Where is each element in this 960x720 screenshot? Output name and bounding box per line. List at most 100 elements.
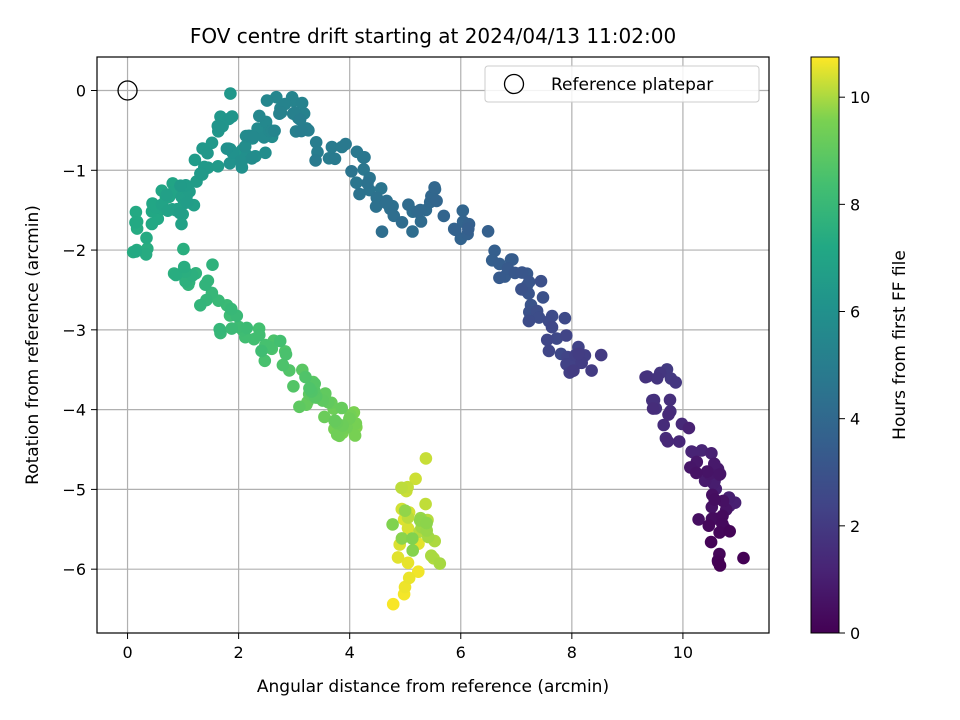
data-point [420, 516, 433, 530]
data-point [663, 393, 677, 407]
data-points [126, 87, 750, 611]
chart-title: FOV centre drift starting at 2024/04/13 … [190, 24, 676, 48]
data-point [662, 408, 675, 421]
data-point [374, 182, 388, 195]
data-point [350, 176, 363, 189]
colorbar-tick-label: 8 [850, 195, 860, 214]
data-point [188, 153, 202, 167]
y-tick-label: −1 [62, 161, 86, 180]
data-point [462, 222, 475, 236]
data-point [140, 231, 153, 245]
data-point [657, 418, 670, 432]
data-point [145, 217, 159, 231]
data-point [406, 544, 420, 557]
colorbar-tick-label: 2 [850, 517, 860, 536]
data-point [398, 504, 412, 517]
y-axis-label: Rotation from reference (arcmin) [23, 205, 43, 485]
data-point [325, 140, 339, 154]
data-point [567, 364, 580, 378]
data-point [713, 559, 727, 572]
x-tick-label: 4 [345, 643, 355, 662]
data-point [412, 565, 425, 578]
data-point [713, 526, 726, 539]
data-point [713, 468, 726, 481]
data-point [273, 334, 287, 348]
colorbar-tick-label: 0 [850, 624, 860, 643]
y-tick-label: −5 [62, 480, 86, 499]
data-point [174, 179, 187, 192]
data-point [425, 549, 438, 562]
colorbar-tick-label: 4 [850, 410, 860, 429]
data-point [129, 216, 142, 229]
data-point [238, 140, 252, 153]
data-point [205, 136, 219, 150]
data-point [700, 465, 714, 478]
data-point [328, 152, 342, 166]
data-point [375, 225, 389, 238]
y-tick-label: −2 [62, 241, 86, 260]
data-point [223, 157, 237, 170]
data-point [639, 370, 652, 384]
data-point [594, 348, 608, 362]
data-point [395, 532, 409, 545]
data-point [224, 87, 237, 100]
data-point [402, 198, 415, 211]
colorbar-tick-label: 10 [850, 88, 870, 107]
x-tick-label: 6 [456, 643, 466, 662]
data-point [335, 401, 349, 415]
data-point [386, 597, 400, 611]
data-point [293, 113, 307, 126]
data-point [245, 152, 259, 165]
x-tick-label: 0 [122, 643, 132, 662]
data-point [293, 400, 306, 414]
data-point [345, 165, 358, 178]
data-point [199, 278, 212, 292]
data-point [259, 146, 272, 160]
data-point [299, 370, 312, 384]
y-tick-label: −3 [62, 321, 86, 340]
data-point [279, 348, 293, 361]
data-point [260, 94, 274, 107]
data-point [287, 380, 300, 393]
data-point [585, 364, 598, 377]
data-point [406, 225, 419, 238]
reference-marker [117, 80, 138, 101]
y-axis-ticks: 0 −1 −2 −3 −4 −5 −6 [62, 82, 97, 579]
data-point [386, 518, 399, 531]
data-point [419, 497, 432, 511]
data-point [318, 410, 331, 424]
plot-frame [96, 56, 770, 634]
data-point [309, 136, 323, 149]
data-point [309, 154, 322, 167]
colorbar [810, 56, 840, 634]
data-point [276, 358, 290, 372]
data-point [669, 376, 682, 389]
data-point [395, 481, 408, 495]
data-point [268, 124, 281, 138]
data-point [240, 321, 254, 335]
data-point [708, 493, 721, 506]
data-point [146, 197, 159, 210]
data-point [339, 137, 352, 151]
data-point [558, 311, 572, 325]
grid [97, 57, 769, 633]
data-point [258, 354, 272, 368]
data-point [194, 299, 207, 312]
data-point [353, 187, 366, 201]
data-point [348, 429, 362, 442]
data-point [401, 522, 415, 535]
reference-platepar-marker [117, 80, 138, 101]
data-point [402, 571, 416, 585]
data-point [428, 181, 441, 194]
data-point [160, 188, 173, 202]
data-point [169, 268, 183, 282]
data-point [194, 167, 207, 180]
data-point [220, 142, 234, 155]
data-point [414, 215, 428, 228]
data-point [303, 382, 316, 395]
data-point [213, 322, 226, 336]
data-point [234, 154, 248, 168]
data-point [692, 513, 705, 526]
data-point [704, 535, 718, 549]
